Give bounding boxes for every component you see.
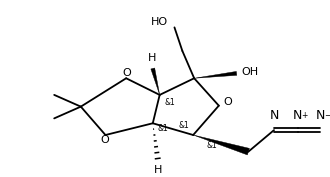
- Text: H: H: [153, 165, 162, 175]
- Text: N: N: [269, 109, 279, 122]
- Polygon shape: [193, 135, 249, 155]
- Text: +: +: [301, 111, 308, 120]
- Text: &1: &1: [179, 121, 189, 130]
- Text: O: O: [100, 135, 109, 145]
- Text: N: N: [293, 109, 302, 122]
- Text: &1: &1: [165, 98, 175, 107]
- Polygon shape: [151, 68, 160, 95]
- Text: HO: HO: [150, 16, 168, 27]
- Text: &1: &1: [207, 141, 218, 150]
- Text: O: O: [224, 97, 233, 107]
- Polygon shape: [194, 72, 237, 78]
- Text: N: N: [316, 109, 325, 122]
- Text: H: H: [148, 53, 156, 63]
- Text: &1: &1: [158, 124, 168, 133]
- Text: O: O: [123, 68, 132, 78]
- Text: −: −: [324, 111, 330, 120]
- Text: OH: OH: [242, 67, 259, 77]
